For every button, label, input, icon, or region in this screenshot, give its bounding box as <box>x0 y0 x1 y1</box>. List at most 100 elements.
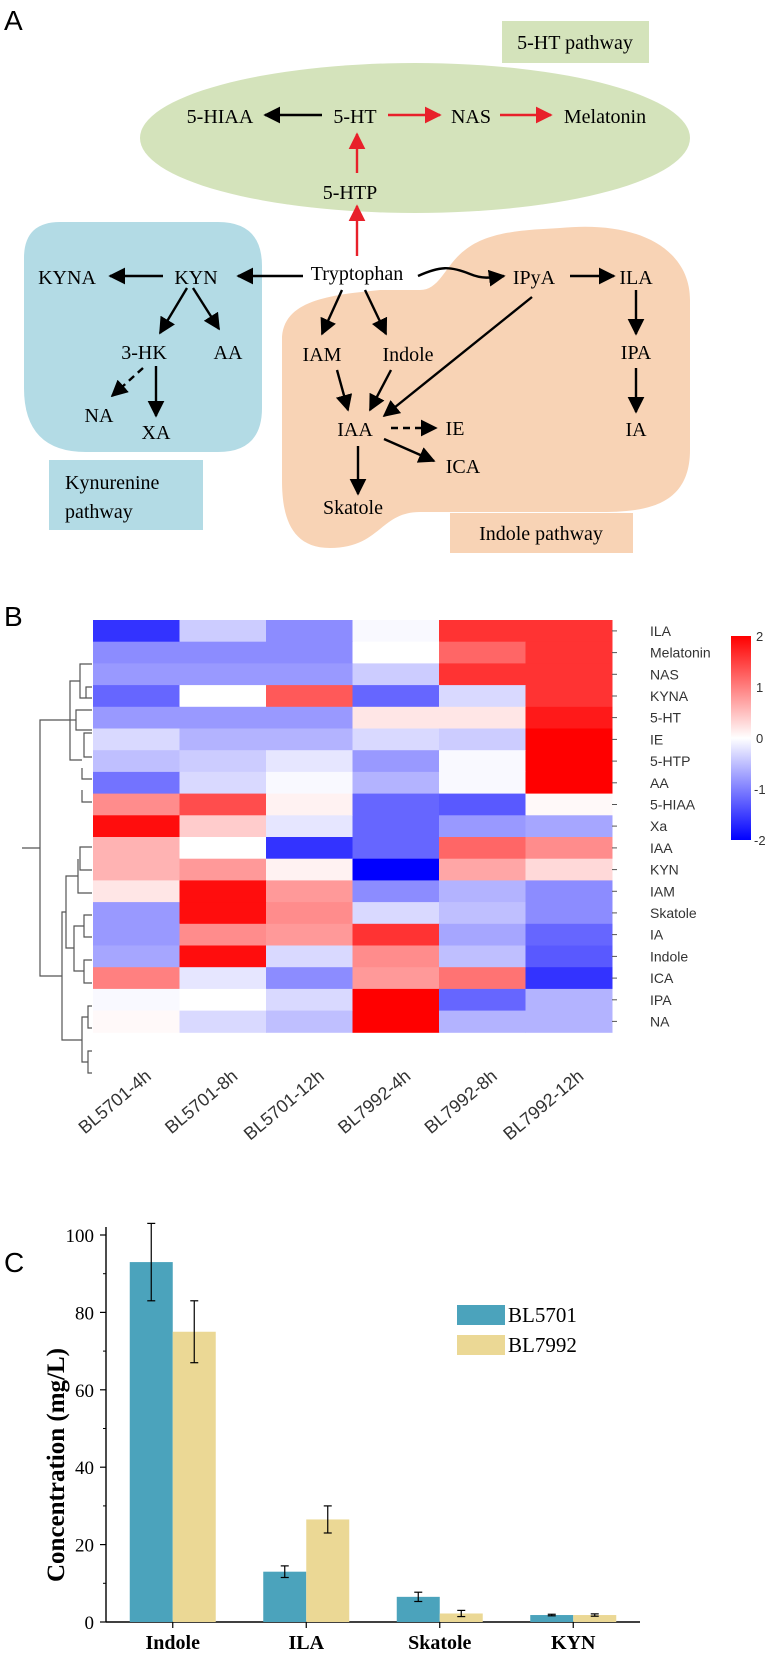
kynurenine-pathway-label-2: pathway <box>65 501 133 523</box>
row-label-5-ht: 5-HT <box>650 710 682 726</box>
heatmap-cell-kyna-bl7992-12h <box>525 685 613 708</box>
heatmap-cell-indole-bl7992-8h <box>439 945 526 968</box>
heatmap-cell-indole-bl7992-12h <box>525 945 613 968</box>
kynurenine-region <box>24 222 262 452</box>
heatmap-cell-5-htp-bl5701-4h <box>93 750 180 773</box>
heatmap-cell-iaa-bl5701-4h <box>93 837 180 860</box>
heatmap-cell-ica-bl7992-12h <box>525 967 613 990</box>
bar-bl7992-indole <box>172 1331 216 1622</box>
heatmap-cell-ie-bl7992-12h <box>525 728 613 751</box>
heatmap-cell-ipa-bl5701-4h <box>93 988 180 1012</box>
node-nas: NAS <box>451 106 491 128</box>
heatmap-cell-ia-bl7992-8h <box>439 923 526 946</box>
heatmap-cell-kyna-bl5701-4h <box>93 685 180 708</box>
y-tick-label-20: 20 <box>75 1536 94 1557</box>
row-label-aa: AA <box>650 775 669 791</box>
panel-c: C 0 20 40 60 80 100 Indole ILA Skatole KYN BL5701 B… <box>4 1222 640 1654</box>
heatmap-cell-aa-bl5701-12h <box>266 771 353 795</box>
node-ia: IA <box>625 419 647 441</box>
heatmap-cell-na-bl7992-8h <box>439 1010 526 1033</box>
heatmap-cell-5-htp-bl7992-8h <box>439 750 526 773</box>
indole-label-box <box>450 513 633 553</box>
row-label-xa: Xa <box>650 818 667 834</box>
x-tick-label-kyn: KYN <box>551 1632 596 1654</box>
arrow-trp-ipya <box>417 267 506 287</box>
node-labels: 5-HIAA 5-HT NAS Melatonin 5-HTP Tryptoph… <box>38 106 653 519</box>
heatmap-cell-melatonin-bl5701-4h <box>93 641 180 664</box>
heatmap-cell-5-ht-bl5701-4h <box>93 706 180 729</box>
arrow-3hk-na <box>110 367 144 398</box>
panel-b-label: B <box>4 601 23 632</box>
heatmap-cell-ica-bl5701-12h <box>266 967 353 990</box>
colorbar-tick-neg1: -1 <box>754 782 766 797</box>
x-tick-label-skatole: Skatole <box>408 1632 471 1654</box>
colorbar <box>731 636 751 840</box>
kynurenine-pathway-label-1: Kynurenine <box>65 472 160 494</box>
y-tick-label-60: 60 <box>75 1381 94 1402</box>
colorbar-tick-1: 1 <box>756 680 763 695</box>
heatmap-cell-kyn-bl5701-8h <box>179 858 267 881</box>
heatmap-cell-ica-bl7992-8h <box>439 967 526 990</box>
heatmap-cell-5-htp-bl7992-12h <box>525 750 613 773</box>
node-ipa: IPA <box>621 342 652 364</box>
heatmap-cell-ica-bl7992-4h <box>352 967 440 990</box>
heatmap-cell-kyn-bl7992-12h <box>525 858 613 881</box>
bar-bl7992-ila <box>306 1519 350 1622</box>
y-tick-label-100: 100 <box>66 1226 95 1247</box>
node-kyna: KYNA <box>38 267 96 289</box>
serotonin-pathway-label: 5-HT pathway <box>517 32 633 54</box>
arrow-kyn-aa <box>191 287 221 331</box>
row-label-iam: IAM <box>650 883 675 899</box>
heatmap-cell-5-htp-bl5701-8h <box>179 750 267 773</box>
panel-a: A 5-HT pathway Kynurenine pathway Indole… <box>4 5 690 553</box>
heatmap-cell-skatole-bl7992-8h <box>439 902 526 925</box>
heatmap-cell-ia-bl7992-12h <box>525 923 613 946</box>
heatmap-cell-melatonin-bl7992-4h <box>352 641 440 664</box>
heatmap-cell-na-bl7992-4h <box>352 1010 440 1033</box>
col-label-bl7992-12h: BL7992-12h <box>499 1066 587 1144</box>
heatmap-cell-iam-bl7992-4h <box>352 880 440 903</box>
legend-swatch-bl7992 <box>457 1335 505 1355</box>
col-label-bl7992-8h: BL7992-8h <box>421 1066 501 1138</box>
serotonin-label-box <box>502 21 649 63</box>
bar-bl5701-ila <box>263 1571 307 1622</box>
node-5htp: 5-HTP <box>323 182 377 204</box>
heatmap-cell-kyna-bl5701-12h <box>266 685 353 708</box>
heatmap-cell-5-ht-bl7992-12h <box>525 706 613 729</box>
bar-bl5701-indole <box>129 1262 173 1622</box>
heatmap-cell-ila-bl5701-12h <box>266 620 353 643</box>
heatmap-cell-iaa-bl7992-8h <box>439 837 526 860</box>
heatmap-cell-5-ht-bl7992-8h <box>439 706 526 729</box>
heatmap-cell-iam-bl5701-12h <box>266 880 353 903</box>
y-tick-label-40: 40 <box>75 1458 94 1479</box>
heatmap-cell-ila-bl5701-8h <box>179 620 267 643</box>
heatmap-cell-nas-bl5701-4h <box>93 663 180 686</box>
indole-pathway-label: Indole pathway <box>479 523 603 545</box>
node-kyn: KYN <box>174 267 217 289</box>
colorbar-tick-2: 2 <box>756 629 763 644</box>
heatmap-cell-xa-bl7992-4h <box>352 815 440 838</box>
heatmap-cell-ia-bl5701-4h <box>93 923 180 946</box>
arrow-kyn-3hk <box>158 287 189 335</box>
bar-chart: 0 20 40 60 80 100 Indole ILA Skatole KYN BL5701 BL7… <box>66 1222 640 1654</box>
row-label-na: NA <box>650 1013 670 1029</box>
row-label-indole: Indole <box>650 948 688 964</box>
col-label-bl5701-8h: BL5701-8h <box>161 1066 241 1138</box>
x-tick-label-ila: ILA <box>288 1632 324 1654</box>
node-aa: AA <box>214 342 243 364</box>
node-tryptophan: Tryptophan <box>311 263 404 285</box>
bar-bl5701-kyn <box>530 1615 574 1622</box>
heatmap-cell-iam-bl7992-12h <box>525 880 613 903</box>
heatmap-cell-xa-bl7992-8h <box>439 815 526 838</box>
heatmap-cell-ia-bl5701-8h <box>179 923 267 946</box>
heatmap-cell-5-htp-bl7992-4h <box>352 750 440 773</box>
heatmap-cell-melatonin-bl5701-12h <box>266 641 353 664</box>
heatmap-cell-kyn-bl7992-8h <box>439 858 526 881</box>
heatmap-cell-5-hiaa-bl7992-12h <box>525 793 613 816</box>
legend-label-bl7992: BL7992 <box>508 1333 577 1357</box>
bar-bl7992-skatole <box>439 1613 483 1622</box>
heatmap-cell-iam-bl7992-8h <box>439 880 526 903</box>
node-na: NA <box>85 405 114 427</box>
